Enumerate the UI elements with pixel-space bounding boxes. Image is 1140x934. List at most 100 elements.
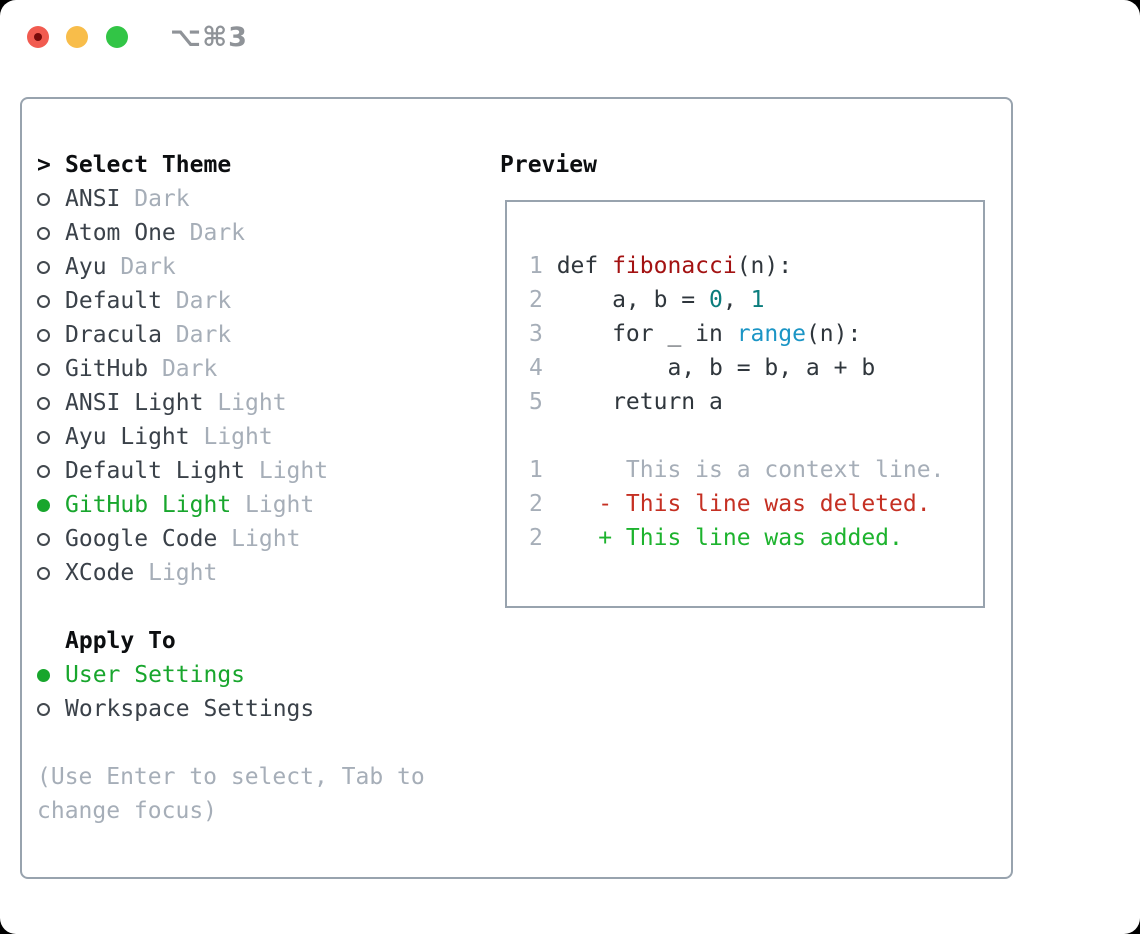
theme-option-xcode[interactable]: XCode Light — [37, 556, 477, 590]
option-variant: Dark — [161, 322, 232, 348]
radio-selected-icon — [37, 668, 65, 682]
option-label: User Settings — [65, 662, 246, 688]
theme-picker-panel: > Select Theme ANSI Dark Atom One Dark Ayu… — [20, 97, 1013, 879]
radio-unselected-icon — [37, 260, 65, 274]
code-token-number: 1 — [750, 287, 765, 313]
theme-picker-column: > Select Theme ANSI Dark Atom One Dark Ayu… — [37, 148, 477, 828]
radio-unselected-icon — [37, 192, 65, 206]
code-token-deleted: - This line was deleted. — [556, 491, 931, 517]
option-label: ANSI — [65, 186, 121, 212]
option-variant: Light — [231, 492, 315, 518]
code-line: 1 def fibonacci(n): — [529, 249, 983, 283]
radio-unselected-icon — [37, 702, 65, 716]
select-theme-title: Select Theme — [65, 152, 232, 178]
option-variant: Light — [134, 560, 218, 586]
hint-line-1: (Use Enter to select, Tab to — [37, 764, 425, 790]
option-variant: Dark — [106, 254, 176, 280]
option-variant: Dark — [148, 356, 218, 382]
code-token-plain: return a — [556, 389, 723, 415]
theme-option-github[interactable]: GitHub Dark — [37, 352, 477, 386]
theme-option-github-light[interactable]: GitHub Light Light — [37, 488, 477, 522]
option-label: Dracula — [65, 322, 162, 348]
code-line: 2 + This line was added. — [529, 521, 983, 555]
option-label: GitHub — [65, 356, 149, 382]
theme-option-ayu-light[interactable]: Ayu Light Light — [37, 420, 477, 454]
code-line — [529, 419, 983, 453]
option-label: GitHub Light — [65, 492, 232, 518]
radio-unselected-icon — [37, 328, 65, 342]
code-line: 3 for _ in range(n): — [529, 317, 983, 351]
apply-to-list: User Settings Workspace Settings — [37, 658, 477, 726]
option-label: Ayu — [65, 254, 107, 280]
option-variant: Light — [189, 424, 273, 450]
theme-option-ayu[interactable]: Ayu Dark — [37, 250, 477, 284]
option-label: Google Code — [65, 526, 218, 552]
theme-option-google-code[interactable]: Google Code Light — [37, 522, 477, 556]
theme-option-atom-one[interactable]: Atom One Dark — [37, 216, 477, 250]
zoom-button[interactable] — [106, 26, 128, 48]
code-token-plain: def — [556, 253, 613, 279]
option-variant: Dark — [120, 186, 190, 212]
code-token-plain: , — [722, 287, 751, 313]
minimize-button[interactable] — [66, 26, 88, 48]
theme-option-ansi[interactable]: ANSI Dark — [37, 182, 477, 216]
line-number: 1 — [529, 253, 543, 279]
theme-option-dracula[interactable]: Dracula Dark — [37, 318, 477, 352]
window-shortcut-label: ⌥⌘3 — [170, 22, 248, 53]
radio-unselected-icon — [37, 566, 65, 580]
code-line: 2 a, b = 0, 1 — [529, 283, 983, 317]
code-token-context: This is a context line. — [556, 457, 945, 483]
radio-unselected-icon — [37, 396, 65, 410]
apply-option-workspace-settings[interactable]: Workspace Settings — [37, 692, 477, 726]
spacer — [37, 590, 477, 624]
code-token-number: 0 — [709, 287, 723, 313]
code-token-plain: a, b = b, a + b — [556, 355, 876, 381]
option-label: Workspace Settings — [65, 696, 315, 722]
code-token-title: fibonacci — [612, 253, 737, 279]
radio-unselected-icon — [37, 294, 65, 308]
line-number: 2 — [529, 287, 543, 313]
focus-caret: > — [37, 152, 51, 178]
theme-option-default-light[interactable]: Default Light Light — [37, 454, 477, 488]
code-line: 4 a, b = b, a + b — [529, 351, 983, 385]
option-label: Default — [65, 288, 162, 314]
theme-list: ANSI Dark Atom One Dark Ayu Dark Default Da… — [37, 182, 477, 590]
code-line: 1 This is a context line. — [529, 453, 983, 487]
option-variant: Light — [203, 390, 287, 416]
option-variant: Light — [245, 458, 329, 484]
apply-to-title: Apply To — [65, 628, 176, 654]
option-label: Atom One — [65, 220, 176, 246]
line-number: 2 — [529, 525, 543, 551]
code-token-plain: a, b = — [556, 287, 710, 313]
code-token-plain: for _ in — [556, 321, 737, 347]
radio-unselected-icon — [37, 226, 65, 240]
code-line: 5 return a — [529, 385, 983, 419]
line-number: 5 — [529, 389, 543, 415]
option-variant: Dark — [175, 220, 246, 246]
code-token-builtin: range — [736, 321, 806, 347]
code-token-plain: (n): — [805, 321, 862, 347]
option-label: Ayu Light — [65, 424, 190, 450]
apply-to-header: Apply To — [37, 624, 477, 658]
close-button[interactable] — [27, 26, 49, 48]
radio-unselected-icon — [37, 532, 65, 546]
apply-option-user-settings[interactable]: User Settings — [37, 658, 477, 692]
option-variant: Light — [217, 526, 301, 552]
line-number: 1 — [529, 457, 543, 483]
code-line: 2 - This line was deleted. — [529, 487, 983, 521]
line-number: 3 — [529, 321, 543, 347]
radio-unselected-icon — [37, 464, 65, 478]
theme-option-ansi-light[interactable]: ANSI Light Light — [37, 386, 477, 420]
theme-option-default[interactable]: Default Dark — [37, 284, 477, 318]
line-number: 4 — [529, 355, 543, 381]
preview-title: Preview — [500, 152, 597, 178]
close-dot-icon — [34, 33, 42, 41]
spacer — [37, 726, 477, 760]
line-number: 2 — [529, 491, 543, 517]
radio-selected-icon — [37, 498, 65, 512]
option-label: ANSI Light — [65, 390, 204, 416]
option-variant: Dark — [161, 288, 232, 314]
hint-line-2: change focus) — [37, 798, 218, 824]
